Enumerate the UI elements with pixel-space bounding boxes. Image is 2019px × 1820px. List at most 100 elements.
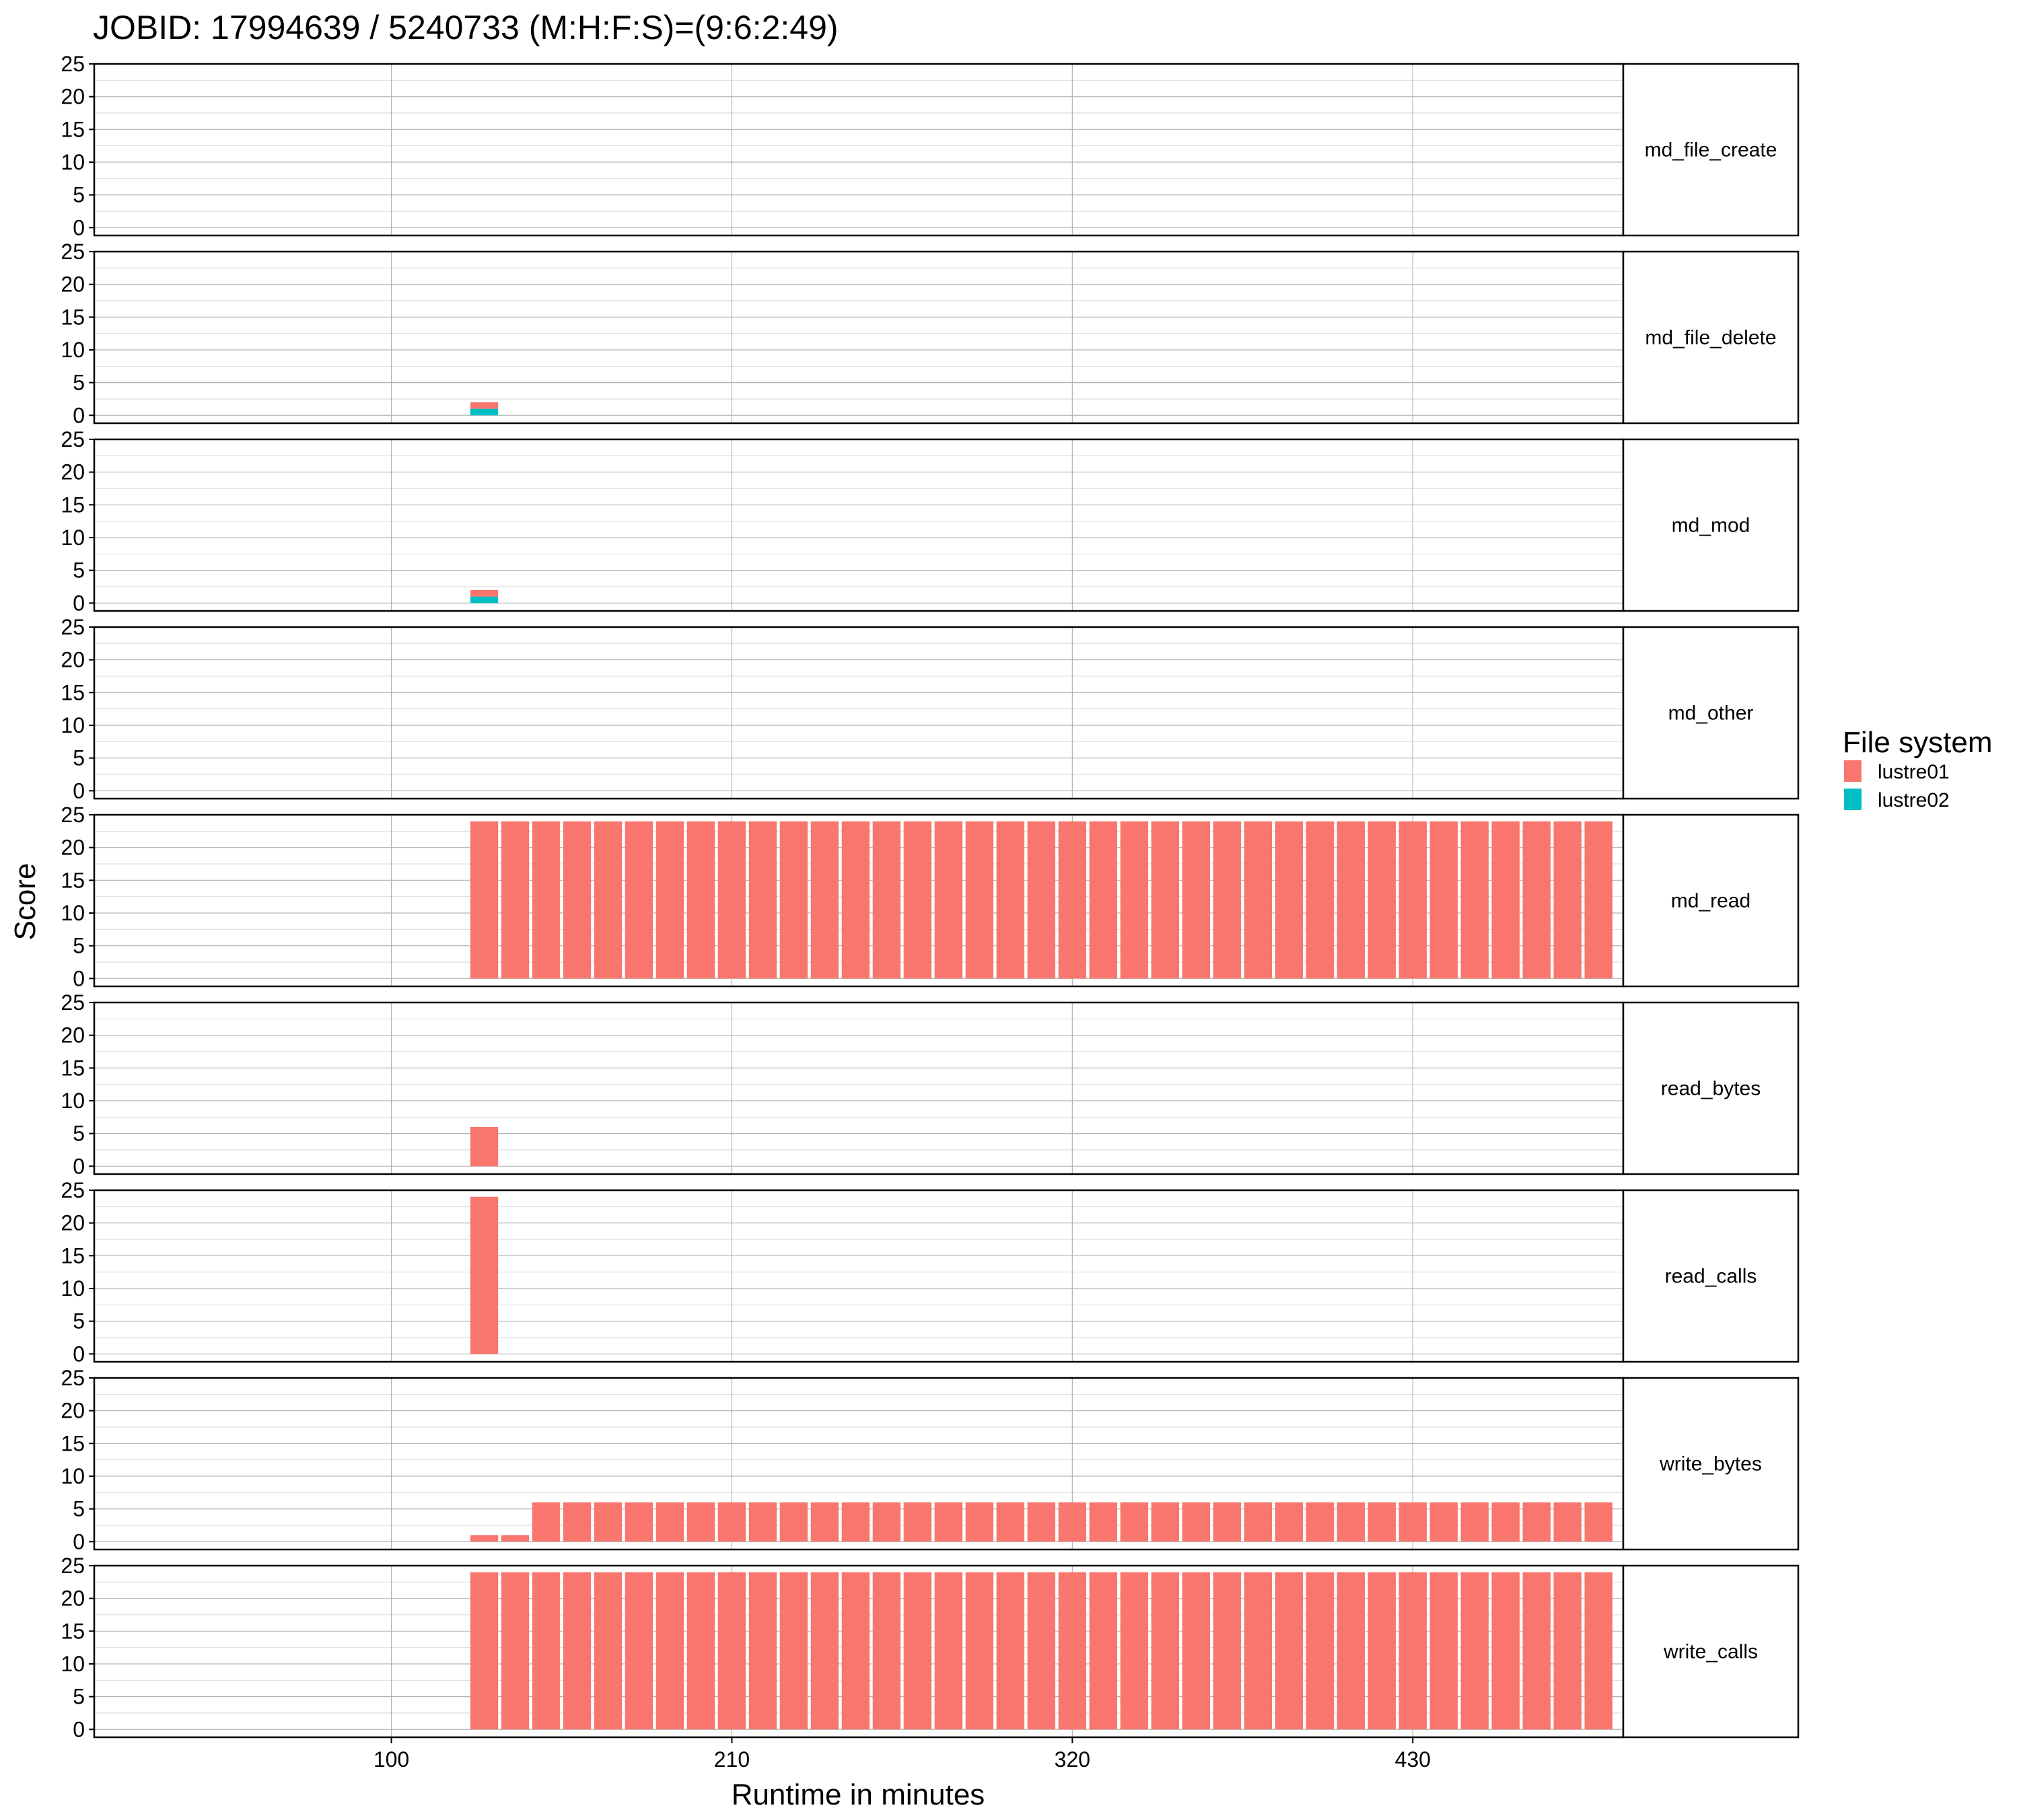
y-tick-label: 20 — [61, 272, 85, 297]
facet-strip — [1622, 1001, 1800, 1175]
bar-md_read-lustre01-190 — [656, 821, 684, 979]
y-tick-label: 0 — [73, 1154, 85, 1178]
bar-write_bytes-lustre01-480 — [1553, 1502, 1582, 1542]
y-tick-label: 20 — [61, 648, 85, 672]
bar-write_bytes-lustre01-260 — [872, 1502, 901, 1542]
bar-write_bytes-lustre01-290 — [965, 1502, 994, 1542]
y-tick-label: 5 — [73, 934, 85, 958]
bar-write_calls-lustre01-380 — [1244, 1572, 1272, 1730]
y-tick-label: 0 — [73, 1342, 85, 1366]
facet-panel-read_bytes: 0 5 10 15 20 25 read_bytes — [61, 990, 1800, 1178]
bar-md_read-lustre01-420 — [1368, 821, 1396, 979]
bar-write_bytes-lustre01-490 — [1584, 1502, 1613, 1542]
bar-md_read-lustre01-400 — [1306, 821, 1334, 979]
facet-strip-label: read_bytes — [1661, 1078, 1761, 1100]
bar-write_calls-lustre01-350 — [1151, 1572, 1180, 1730]
bar-md_read-lustre01-160 — [563, 821, 592, 979]
y-tick-label: 25 — [61, 52, 85, 76]
bar-write_bytes-lustre01-270 — [903, 1502, 932, 1542]
bar-write_bytes-lustre01-140 — [501, 1535, 530, 1542]
bar-write_bytes-lustre01-370 — [1213, 1502, 1241, 1542]
facet-strip — [1622, 1189, 1800, 1363]
bar-write_calls-lustre01-470 — [1522, 1572, 1551, 1730]
chart-title: JOBID: 17994639 / 5240733 (M:H:F:S)=(9:6… — [93, 9, 839, 46]
bar-write_calls-lustre01-370 — [1213, 1572, 1241, 1730]
facet-panel-md_file_delete: 0 5 10 15 20 25 md_file_delete — [61, 240, 1800, 427]
y-tick-label: 20 — [61, 1399, 85, 1423]
bar-write_calls-lustre01-180 — [625, 1572, 653, 1730]
bar-write_calls-lustre01-250 — [841, 1572, 870, 1730]
y-tick-label: 5 — [73, 371, 85, 395]
y-tick-label: 25 — [61, 240, 85, 264]
facet-strip-label: md_other — [1668, 702, 1754, 725]
y-tick-label: 0 — [73, 215, 85, 240]
facet-strip-label: md_mod — [1672, 515, 1750, 537]
bar-md_read-lustre01-340 — [1120, 821, 1149, 979]
bar-md_read-lustre01-490 — [1584, 821, 1613, 979]
bar-md_read-lustre01-220 — [748, 821, 777, 979]
bar-write_calls-lustre01-280 — [934, 1572, 963, 1730]
bar-md_mod-lustre02-130 — [470, 596, 499, 604]
facet-strip — [1622, 1564, 1800, 1739]
bar-md_mod-lustre01-130 — [470, 589, 499, 597]
x-axis: 100 210 320 430 — [374, 1737, 1431, 1772]
bar-write_calls-lustre01-340 — [1120, 1572, 1149, 1730]
panel-border — [93, 438, 1625, 612]
legend-title: File system — [1843, 726, 1992, 759]
bar-md_read-lustre01-230 — [779, 821, 808, 979]
bar-md_read-lustre01-210 — [717, 821, 746, 979]
y-tick-label: 15 — [61, 1619, 85, 1643]
bar-write_calls-lustre01-440 — [1429, 1572, 1458, 1730]
y-tick-label: 0 — [73, 778, 85, 803]
bar-write_bytes-lustre01-150 — [532, 1502, 561, 1542]
bar-write_calls-lustre01-270 — [903, 1572, 932, 1730]
y-tick-label: 0 — [73, 403, 85, 427]
facet-strip — [1622, 63, 1800, 237]
legend-label-lustre01: lustre01 — [1878, 761, 1950, 783]
facet-panel-md_read: 0 5 10 15 20 25 md_read — [61, 803, 1800, 990]
bar-write_calls-lustre01-330 — [1089, 1572, 1118, 1730]
bar-md_read-lustre01-250 — [841, 821, 870, 979]
facet-panel-md_other: 0 5 10 15 20 25 md_other — [61, 615, 1800, 803]
bar-write_calls-lustre01-410 — [1337, 1572, 1365, 1730]
facet-strip-label: read_calls — [1665, 1266, 1757, 1288]
bar-md_read-lustre01-180 — [625, 821, 653, 979]
legend-key-lustre01 — [1844, 760, 1862, 782]
bar-write_bytes-lustre01-360 — [1182, 1502, 1211, 1542]
bar-write_calls-lustre01-140 — [501, 1572, 530, 1730]
y-tick-label: 5 — [73, 746, 85, 770]
bar-md_read-lustre01-320 — [1058, 821, 1087, 979]
y-tick-label: 25 — [61, 1554, 85, 1578]
bar-write_bytes-lustre01-250 — [841, 1502, 870, 1542]
y-tick-label: 10 — [61, 150, 85, 174]
bar-md_file_delete-lustre02-130 — [470, 408, 499, 416]
y-tick-label: 15 — [61, 117, 85, 141]
bar-write_bytes-lustre01-160 — [563, 1502, 592, 1542]
y-tick-label: 5 — [73, 1497, 85, 1521]
bar-md_read-lustre01-270 — [903, 821, 932, 979]
bar-write_calls-lustre01-450 — [1460, 1572, 1489, 1730]
bar-md_read-lustre01-460 — [1491, 821, 1520, 979]
bar-write_bytes-lustre01-310 — [1027, 1502, 1056, 1542]
bar-write_calls-lustre01-160 — [563, 1572, 592, 1730]
bar-write_calls-lustre01-420 — [1368, 1572, 1396, 1730]
bar-write_bytes-lustre01-210 — [717, 1502, 746, 1542]
facet-strip-label: md_read — [1671, 890, 1750, 912]
bar-write_calls-lustre01-210 — [717, 1572, 746, 1730]
y-tick-label: 0 — [73, 966, 85, 990]
y-tick-label: 15 — [61, 1243, 85, 1268]
bar-write_bytes-lustre01-440 — [1429, 1502, 1458, 1542]
y-tick-label: 25 — [61, 990, 85, 1015]
bar-write_bytes-lustre01-280 — [934, 1502, 963, 1542]
y-tick-label: 15 — [61, 1056, 85, 1080]
y-tick-label: 25 — [61, 1366, 85, 1390]
bar-write_calls-lustre01-170 — [594, 1572, 623, 1730]
bar-md_read-lustre01-300 — [996, 821, 1025, 979]
panel-border — [93, 63, 1625, 237]
y-tick-label: 10 — [61, 1089, 85, 1113]
facet-strip — [1622, 1377, 1800, 1551]
bar-md_read-lustre01-410 — [1337, 821, 1365, 979]
bar-write_bytes-lustre01-130 — [470, 1535, 499, 1542]
bar-write_calls-lustre01-260 — [872, 1572, 901, 1730]
bar-md_read-lustre01-290 — [965, 821, 994, 979]
